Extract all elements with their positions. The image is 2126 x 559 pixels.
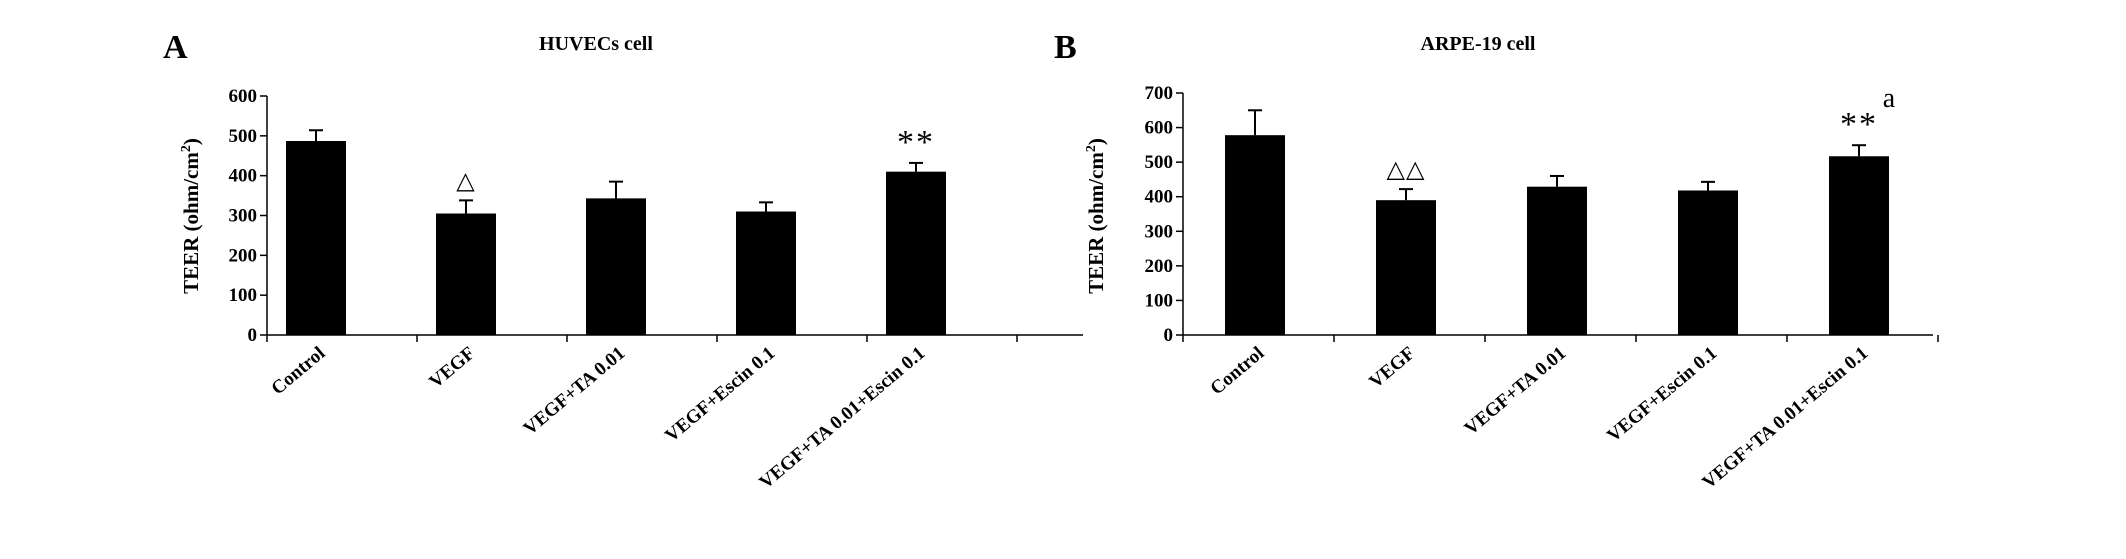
y-axis-label-main: TEER (ohm/cm [179, 152, 203, 294]
y-tick-label: 0 [248, 325, 258, 346]
panel-b: B ARPE-19 cell 0 100 200 300 400 500 600 700 TEER … [1054, 29, 1939, 494]
y-tick-label: 300 [1145, 221, 1174, 242]
y-axis-label-sup: 2 [179, 145, 194, 152]
bar [586, 198, 646, 335]
y-tick-label: 300 [229, 206, 258, 227]
y-tick-label: 400 [1145, 187, 1174, 208]
y-tick-label: 100 [229, 285, 258, 306]
x-tick-label: VEGF+TA 0.01+Escin 0.1 [1698, 343, 1872, 494]
y-tick-label: 100 [1145, 290, 1174, 311]
x-tick-label: VEGF+TA 0.01 [520, 343, 630, 440]
panel-letter: A [163, 29, 188, 66]
y-axis-label-close: ) [179, 138, 203, 145]
y-axis-label: TEER (ohm/cm2) [179, 138, 203, 294]
y-axis-label-main: TEER (ohm/cm [1084, 152, 1108, 294]
y-tick-label: 600 [1145, 118, 1174, 139]
y-tick-label: 500 [229, 126, 258, 147]
x-tick-label: VEGF [425, 343, 479, 393]
bar [286, 141, 346, 335]
y-tick-label: 600 [229, 86, 258, 107]
x-tick-label: VEGF+Escin 0.1 [1603, 343, 1721, 447]
bar [886, 171, 946, 335]
bar [1527, 186, 1587, 335]
bar [736, 211, 796, 335]
y-axis-label: TEER (ohm/cm2) [1084, 138, 1108, 294]
chart-title: ARPE-19 cell [1421, 33, 1536, 55]
y-tick-label: 200 [229, 245, 258, 266]
chart-title: HUVECs cell [539, 33, 653, 55]
y-tick-label: 200 [1145, 256, 1174, 277]
y-tick-label: 0 [1164, 325, 1174, 346]
significance-marker: △△ [1387, 157, 1426, 183]
significance-superscript: a [1883, 83, 1896, 114]
y-axis-label-sup: 2 [1084, 145, 1099, 152]
significance-marker: △ [456, 168, 475, 194]
y-tick-label: 500 [1145, 152, 1174, 173]
bar [1678, 190, 1738, 335]
y-tick-label: 700 [1145, 83, 1174, 104]
significance-marker: ** [1840, 106, 1878, 143]
x-tick-label: VEGF+TA 0.01 [1461, 343, 1571, 440]
significance-marker: ** [897, 124, 935, 161]
x-tick-label: VEGF+Escin 0.1 [661, 343, 779, 447]
x-tick-label: VEGF [1365, 343, 1419, 393]
bar [436, 213, 496, 335]
x-tick-label: VEGF+TA 0.01+Escin 0.1 [755, 343, 929, 494]
bar [1829, 156, 1889, 335]
panel-letter: B [1054, 29, 1077, 66]
bar [1225, 135, 1285, 335]
panel-a: A HUVECs cell 0 100 200 300 400 500 600 TEER (ohm… [163, 29, 1083, 493]
x-tick-label: Control [1206, 343, 1268, 400]
bar [1376, 200, 1436, 335]
y-axis-label-close: ) [1084, 138, 1108, 145]
x-tick-label: Control [267, 343, 329, 400]
y-tick-label: 400 [229, 166, 258, 187]
